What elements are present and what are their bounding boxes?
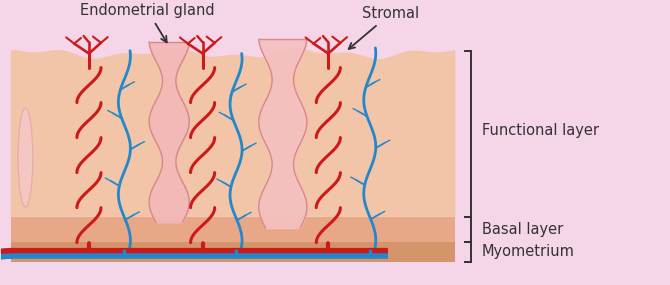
Text: Stromal: Stromal bbox=[348, 6, 419, 49]
Text: Functional layer: Functional layer bbox=[482, 123, 599, 139]
Text: Basal layer: Basal layer bbox=[482, 222, 563, 237]
Ellipse shape bbox=[18, 108, 33, 207]
Polygon shape bbox=[11, 48, 456, 217]
Bar bbox=[11, 217, 456, 242]
Text: Myometrium: Myometrium bbox=[482, 245, 575, 259]
Bar bbox=[11, 242, 456, 262]
Text: Endometrial gland: Endometrial gland bbox=[80, 3, 215, 42]
